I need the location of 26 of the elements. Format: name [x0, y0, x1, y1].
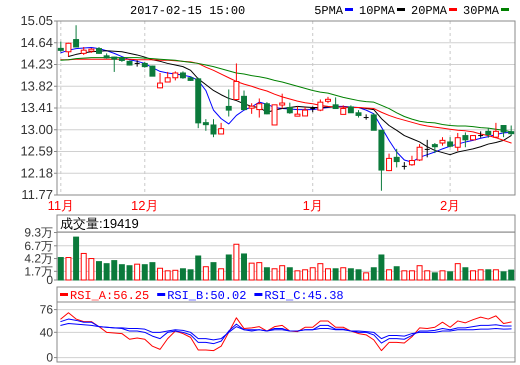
- y-tick-label: 40: [40, 325, 54, 340]
- y-tick-label: 76: [40, 302, 54, 317]
- chart-title: 2017-02-15 15:00: [130, 4, 246, 18]
- y-tick-label: 6.7万: [24, 238, 53, 253]
- legend-label: 30PMA: [463, 4, 500, 18]
- legend-label: 20PMA: [411, 4, 448, 18]
- y-tick-label: 4.2万: [24, 252, 53, 266]
- y-tick-label: 14.64: [20, 34, 53, 50]
- x-tick-label: 1月: [302, 198, 323, 213]
- y-tick-label: 13.00: [20, 122, 53, 137]
- legend-label: 5PMA: [314, 4, 344, 18]
- y-tick-label: 12.18: [20, 165, 53, 180]
- y-tick-label: 14.23: [20, 56, 53, 72]
- y-tick-label: 13.82: [20, 78, 53, 94]
- y-tick-label: 9.3万: [24, 226, 53, 240]
- legend-label: RSI_A:56.25: [70, 289, 150, 303]
- y-tick-label: 15.05: [20, 13, 53, 28]
- chart-title: 成交量:19419: [60, 216, 139, 231]
- y-tick-label: 12.59: [20, 144, 53, 158]
- legend-label: RSI_C:45.38: [264, 289, 344, 303]
- x-tick-label: 2月: [440, 198, 460, 213]
- y-tick-label: 13.41: [20, 100, 53, 115]
- legend-label: 10PMA: [359, 4, 396, 18]
- y-tick-label: 0: [46, 350, 54, 365]
- legend-label: RSI_B:50.02: [167, 289, 246, 303]
- x-tick-label: 12月: [131, 198, 159, 213]
